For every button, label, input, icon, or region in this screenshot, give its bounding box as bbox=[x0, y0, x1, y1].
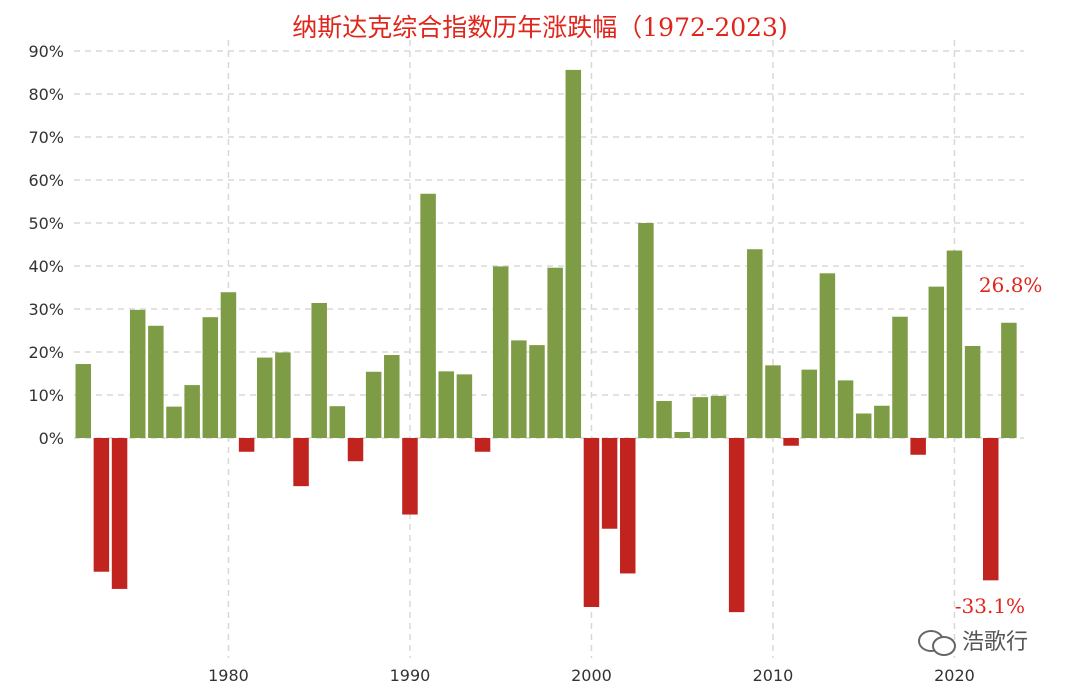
annotation-2023: 26.8% bbox=[978, 272, 1043, 297]
chart-title: 纳斯达克综合指数历年涨跌幅（1972-2023) bbox=[292, 13, 788, 42]
bar-2000 bbox=[583, 438, 600, 607]
bar-1983 bbox=[275, 352, 291, 438]
bar-2012 bbox=[801, 369, 817, 438]
y-tick-label: 60% bbox=[28, 171, 64, 190]
y-tick-label: 30% bbox=[28, 300, 64, 319]
annotation-2022: -33.1% bbox=[954, 594, 1026, 619]
bar-2004 bbox=[656, 401, 672, 438]
y-tick-label: 80% bbox=[28, 85, 64, 104]
x-tick-label: 1990 bbox=[390, 666, 431, 685]
bar-2014 bbox=[837, 380, 854, 438]
bar-1978 bbox=[184, 385, 200, 438]
bar-1994 bbox=[474, 438, 491, 452]
bar-2008 bbox=[728, 438, 745, 613]
bar-2020 bbox=[946, 250, 963, 438]
bar-2007 bbox=[710, 395, 727, 438]
bar-1998 bbox=[547, 267, 563, 438]
bar-1979 bbox=[202, 317, 219, 438]
bar-1987 bbox=[347, 438, 364, 462]
bar-2019 bbox=[928, 286, 945, 438]
bar-1985 bbox=[311, 302, 327, 438]
bar-1986 bbox=[329, 406, 346, 438]
bar-1997 bbox=[529, 345, 545, 438]
bar-2010 bbox=[765, 365, 781, 438]
bar-2013 bbox=[819, 273, 836, 438]
y-tick-label: 20% bbox=[28, 343, 64, 362]
bar-2006 bbox=[692, 397, 709, 438]
bar-2015 bbox=[855, 413, 872, 438]
watermark: 浩歌行 bbox=[918, 620, 1068, 660]
y-tick-label: 10% bbox=[28, 386, 64, 405]
bar-1991 bbox=[420, 193, 436, 438]
bar-1984 bbox=[293, 438, 309, 487]
x-tick-label: 2020 bbox=[934, 666, 975, 685]
y-tick-label: 90% bbox=[28, 42, 64, 61]
bar-1992 bbox=[438, 371, 454, 438]
bar-1981 bbox=[238, 438, 255, 452]
bar-1977 bbox=[166, 406, 182, 438]
bar-2003 bbox=[638, 223, 654, 438]
bar-2023 bbox=[1001, 322, 1017, 438]
bar-1976 bbox=[148, 325, 164, 438]
watermark-text: 浩歌行 bbox=[962, 630, 1029, 655]
bar-2011 bbox=[783, 438, 799, 446]
bar-1980 bbox=[220, 292, 237, 438]
bar-1974 bbox=[111, 438, 128, 589]
bar-2022 bbox=[983, 438, 999, 581]
wechat-icon bbox=[918, 626, 956, 656]
bar-2005 bbox=[674, 431, 690, 438]
x-tick-label: 2010 bbox=[753, 666, 794, 685]
x-tick-label: 1980 bbox=[208, 666, 249, 685]
bar-1999 bbox=[565, 69, 582, 439]
bar-1995 bbox=[492, 266, 509, 438]
y-tick-label: 40% bbox=[28, 257, 64, 276]
bar-1972 bbox=[75, 364, 91, 438]
bar-1996 bbox=[511, 340, 527, 438]
bar-1975 bbox=[129, 309, 146, 438]
bar-2001 bbox=[601, 438, 618, 529]
bar-1990 bbox=[402, 438, 418, 515]
bar-2021 bbox=[964, 345, 981, 438]
bar-1973 bbox=[93, 438, 110, 572]
bar-2002 bbox=[620, 438, 636, 574]
bar-1989 bbox=[384, 355, 400, 438]
y-tick-label: 70% bbox=[28, 128, 64, 147]
bar-2009 bbox=[747, 249, 763, 438]
bar-2017 bbox=[892, 316, 908, 438]
bar-2018 bbox=[910, 438, 926, 455]
y-tick-label: 50% bbox=[28, 214, 64, 233]
bar-2016 bbox=[874, 405, 890, 438]
x-tick-label: 2000 bbox=[571, 666, 612, 685]
bar-1982 bbox=[257, 357, 273, 438]
bar-1993 bbox=[456, 374, 473, 438]
y-tick-label: 0% bbox=[39, 429, 64, 448]
bar-1988 bbox=[365, 371, 382, 438]
